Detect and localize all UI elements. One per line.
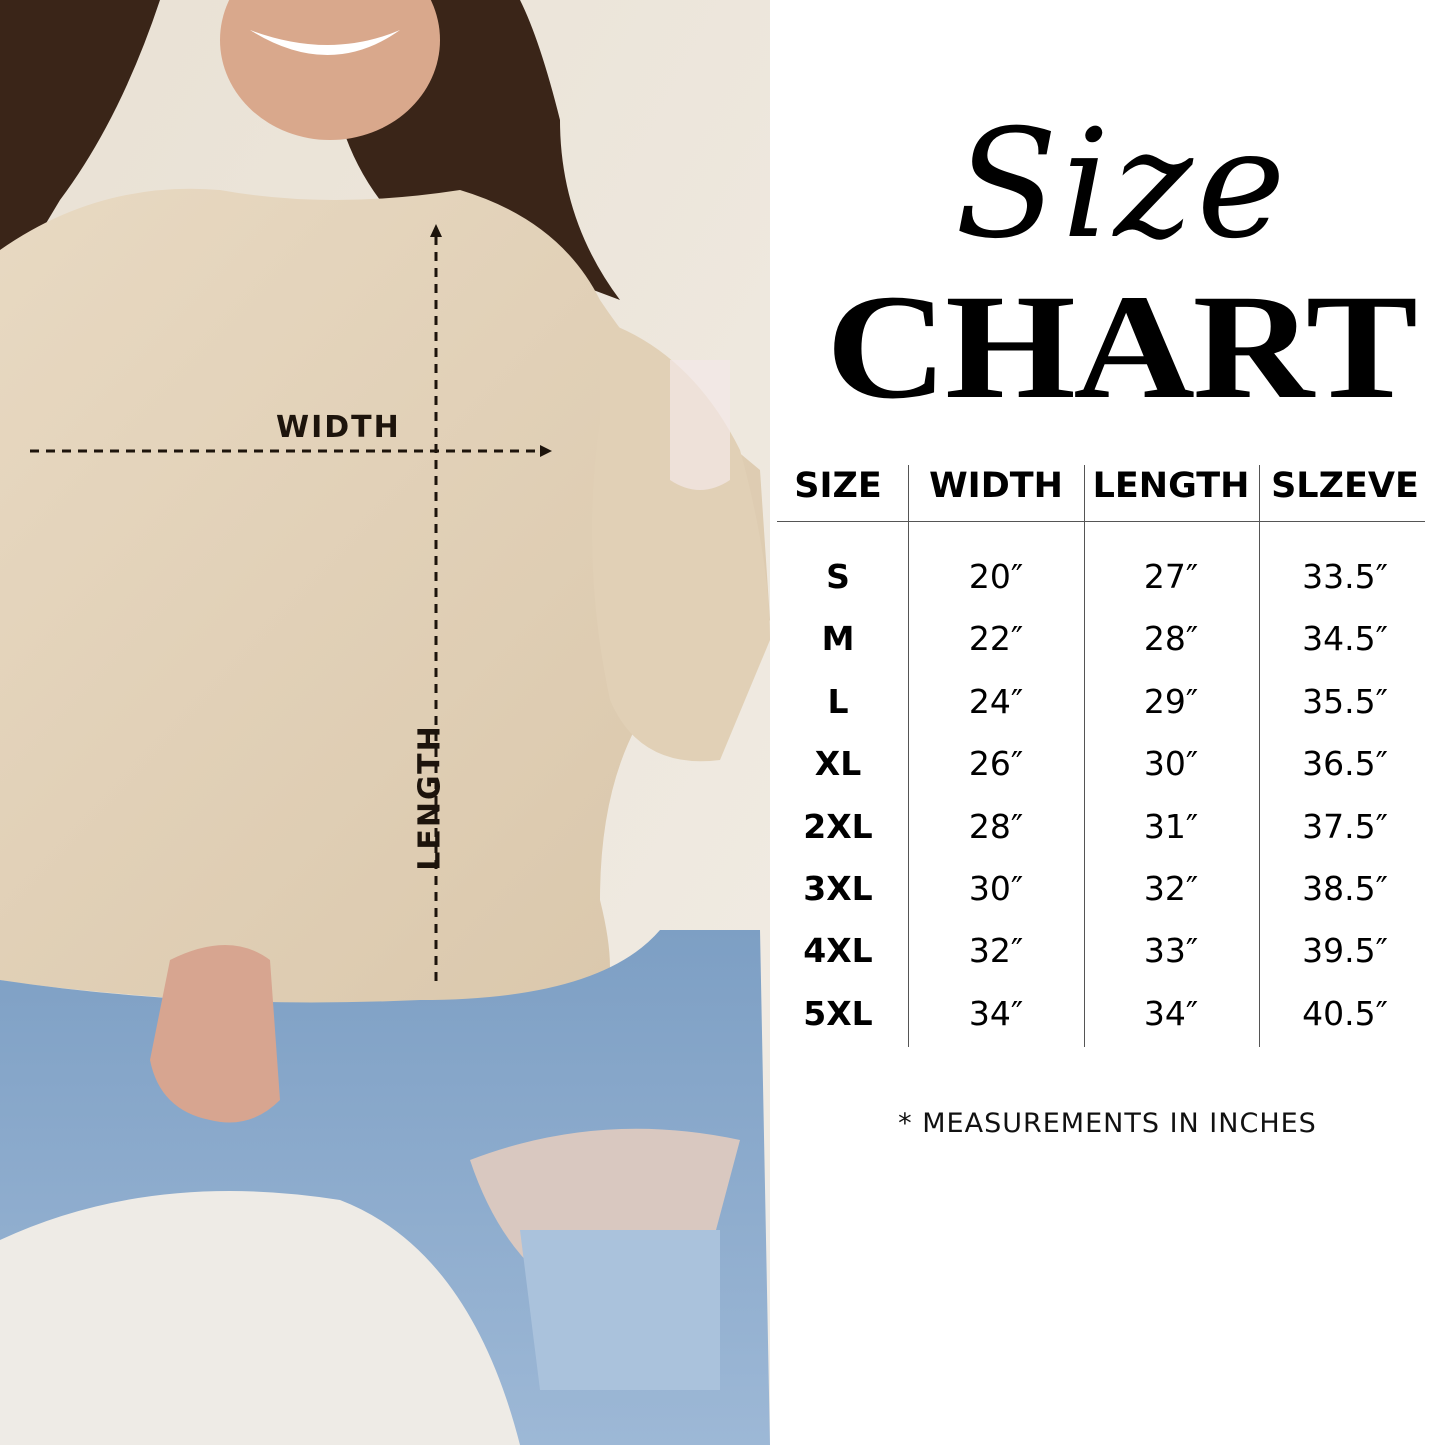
title-script: Size — [955, 98, 1290, 272]
column-divider — [908, 465, 909, 1047]
cell-length: 27″ — [1143, 557, 1199, 596]
title-main: CHART — [826, 264, 1418, 430]
header-sleeve: SLZEVE — [1271, 466, 1419, 506]
cell-size: 5XL — [803, 993, 873, 1033]
header-divider — [777, 521, 1425, 522]
header-length: LENGTH — [1092, 466, 1250, 506]
cell-length: 29″ — [1143, 681, 1199, 721]
cell-width: 30″ — [968, 869, 1024, 908]
cell-width: 24″ — [968, 681, 1024, 721]
cell-length: 33″ — [1143, 931, 1199, 971]
cell-size: M — [821, 619, 855, 659]
cell-size: 4XL — [803, 931, 873, 971]
cell-length: 30″ — [1143, 744, 1199, 784]
column-divider — [1084, 465, 1085, 1047]
cell-width: 34″ — [968, 993, 1024, 1033]
cell-width: 28″ — [968, 806, 1024, 846]
cell-length: 28″ — [1143, 619, 1199, 659]
cell-width: 20″ — [968, 557, 1024, 596]
cell-size: S — [826, 557, 850, 596]
cell-size: XL — [814, 744, 862, 784]
footnote: * MEASUREMENTS IN INCHES — [898, 1108, 1317, 1139]
header-size: SIZE — [794, 466, 882, 506]
width-measure-label: WIDTH — [276, 410, 401, 445]
model-photo — [0, 0, 770, 1445]
cell-sleeve: 33.5″ — [1302, 557, 1388, 596]
cell-size: 2XL — [803, 806, 873, 846]
cell-length: 31″ — [1143, 806, 1199, 846]
cell-sleeve: 34.5″ — [1302, 619, 1388, 659]
cell-sleeve: 40.5″ — [1302, 993, 1388, 1033]
cell-sleeve: 38.5″ — [1302, 869, 1388, 908]
header-width: WIDTH — [929, 466, 1063, 506]
cell-sleeve: 35.5″ — [1302, 681, 1388, 721]
cell-length: 32″ — [1143, 869, 1199, 908]
cell-sleeve: 39.5″ — [1302, 931, 1388, 971]
column-divider — [1259, 465, 1260, 1047]
cell-size: 3XL — [803, 869, 873, 908]
cell-sleeve: 36.5″ — [1302, 744, 1388, 784]
cell-width: 22″ — [968, 619, 1024, 659]
cell-width: 32″ — [968, 931, 1024, 971]
cell-length: 34″ — [1143, 993, 1199, 1033]
length-measure-label: LENGTH — [412, 724, 448, 871]
cell-sleeve: 37.5″ — [1302, 806, 1388, 846]
cell-size: L — [827, 681, 849, 721]
size-chart-panel — [770, 0, 1445, 1445]
cell-width: 26″ — [968, 744, 1024, 784]
